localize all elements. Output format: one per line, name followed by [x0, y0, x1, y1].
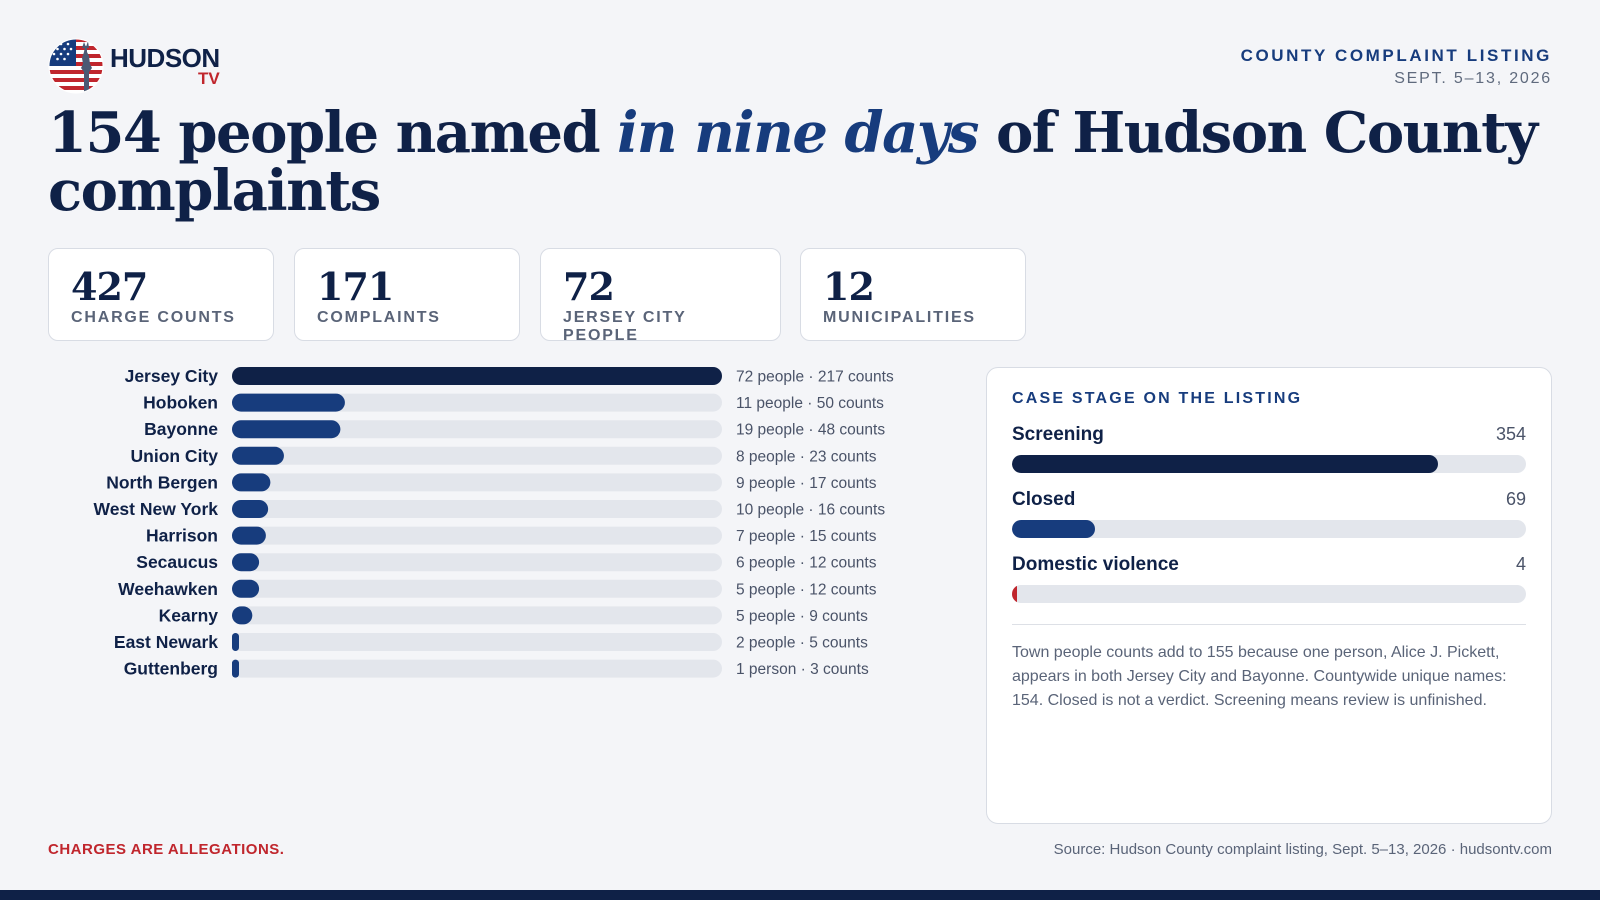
stage-label-domestic-violence: Domestic violence — [1012, 554, 1179, 575]
data-label-east-newark: 2 people · 5 counts — [736, 635, 868, 652]
bar-east-newark — [232, 633, 239, 651]
data-label-guttenberg: 1 person · 3 counts — [736, 661, 869, 678]
stat-card-municipalities: 12 MUNICIPALITIES — [800, 248, 1026, 341]
town-label-hoboken: Hoboken — [143, 393, 218, 413]
stage-domestic-violence: Domestic violence 4 — [1012, 554, 1526, 603]
data-label-kearny: 5 people · 9 counts — [736, 608, 868, 625]
bar-secaucus — [232, 553, 260, 572]
bar-hoboken — [232, 393, 345, 412]
stat-value: 12 — [823, 264, 875, 309]
case-stage-list: Screening 354 Closed 69 Domestic violence 4 — [1012, 424, 1526, 603]
bar-weehawken — [232, 579, 260, 598]
stage-track-screening — [1012, 455, 1526, 473]
stat-value: 72 — [563, 264, 615, 309]
town-label-union-city: Union City — [131, 446, 219, 466]
data-label-bayonne: 19 people · 48 counts — [736, 422, 885, 439]
bar-track-west-new-york — [232, 500, 722, 518]
bar-track-kearny — [232, 606, 722, 625]
header-meta: COUNTY COMPLAINT LISTING SEPT. 5–13, 202… — [1241, 46, 1552, 88]
stage-label-screening: Screening — [1012, 424, 1104, 445]
stat-label: MUNICIPALITIES — [823, 309, 976, 326]
stage-label-closed: Closed — [1012, 489, 1076, 510]
bar-track-weehawken — [232, 579, 722, 598]
town-label-west-new-york: West New York — [94, 499, 219, 519]
stat-label: CHARGE COUNTS — [71, 309, 236, 326]
bar-track-secaucus — [232, 553, 722, 572]
brand-name: HUDSON — [110, 43, 220, 73]
municipality-bar-chart: Jersey City 72 people · 217 counts Hoboken… — [94, 366, 894, 679]
stage-bar-closed — [1012, 520, 1096, 538]
bar-track-bayonne — [232, 420, 722, 439]
data-label-north-bergen: 9 people · 17 counts — [736, 475, 877, 492]
stage-track-domestic-violence — [1012, 585, 1526, 603]
town-label-jersey-city: Jersey City — [125, 366, 219, 386]
data-label-jersey-city: 72 people · 217 counts — [736, 369, 894, 386]
bar-track-harrison — [232, 526, 722, 545]
source-line: Source: Hudson County complaint listing,… — [1053, 841, 1552, 858]
brand-logo[interactable]: HUDSON TV — [48, 38, 220, 94]
stat-card-jersey-city-people: 72 JERSEY CITY PEOPLE — [540, 248, 781, 344]
bottom-bar — [0, 890, 1600, 900]
town-label-secaucus: Secaucus — [136, 552, 218, 572]
bar-harrison — [232, 526, 266, 545]
data-label-west-new-york: 10 people · 16 counts — [736, 502, 885, 519]
stage-value-domestic-violence: 4 — [1515, 554, 1526, 574]
data-label-weehawken: 5 people · 12 counts — [736, 581, 877, 598]
bar-track-union-city — [232, 446, 722, 465]
allegations-disclaimer: CHARGES ARE ALLEGATIONS. — [48, 841, 285, 858]
town-label-kearny: Kearny — [159, 605, 219, 625]
bar-jersey-city — [232, 367, 722, 385]
town-label-harrison: Harrison — [146, 526, 218, 546]
bar-union-city — [232, 446, 284, 465]
flag-liberty-icon — [48, 38, 104, 94]
case-stage-panel: CASE STAGE ON THE LISTING Screening 354 Cl… — [986, 367, 1552, 824]
bar-north-bergen — [232, 473, 271, 492]
data-label-secaucus: 6 people · 12 counts — [736, 555, 877, 572]
stat-card-complaints: 171 COMPLAINTS — [294, 248, 520, 341]
town-label-weehawken: Weehawken — [118, 579, 218, 599]
panel-title: CASE STAGE ON THE LISTING — [1012, 390, 1303, 407]
bar-track-guttenberg — [232, 659, 722, 678]
bar-track-east-newark — [232, 633, 722, 651]
town-label-east-newark: East Newark — [114, 632, 218, 652]
bar-guttenberg — [232, 659, 239, 678]
bar-kearny — [232, 606, 253, 625]
panel-divider — [1012, 624, 1526, 625]
stage-value-screening: 354 — [1495, 424, 1526, 444]
stage-closed: Closed 69 — [1012, 489, 1526, 538]
data-label-hoboken: 11 people · 50 counts — [736, 395, 884, 412]
panel-note: Town people counts add to 155 because on… — [1012, 644, 1507, 709]
title-part-2: of Hudson County complaints — [48, 100, 1538, 224]
stat-value: 171 — [317, 264, 394, 309]
title-part-1: 154 people named — [48, 100, 618, 166]
page-title: 154 people named in nine days of Hudson … — [48, 104, 1548, 220]
stage-track-closed — [1012, 520, 1526, 538]
town-label-bayonne: Bayonne — [144, 419, 218, 439]
stat-card-charge-counts: 427 CHARGE COUNTS — [48, 248, 274, 341]
stat-label: COMPLAINTS — [317, 309, 441, 326]
header-dates: SEPT. 5–13, 2026 — [1394, 70, 1552, 87]
bar-track-hoboken — [232, 393, 722, 412]
town-label-north-bergen: North Bergen — [106, 472, 218, 492]
bar-bayonne — [232, 420, 341, 439]
data-label-harrison: 7 people · 15 counts — [736, 528, 877, 545]
title-emphasis: in nine days — [617, 100, 979, 166]
data-label-union-city: 8 people · 23 counts — [736, 448, 877, 465]
bar-west-new-york — [232, 500, 269, 518]
stage-bar-domestic-violence — [1012, 585, 1017, 603]
brand-sub: TV — [197, 69, 220, 88]
stat-value: 427 — [71, 264, 148, 309]
stage-value-closed: 69 — [1505, 489, 1526, 509]
stage-screening: Screening 354 — [1012, 424, 1526, 473]
stage-bar-screening — [1012, 455, 1439, 473]
stat-label: JERSEY CITY PEOPLE — [563, 309, 687, 344]
header-kicker: COUNTY COMPLAINT LISTING — [1240, 46, 1552, 65]
bar-track-north-bergen — [232, 473, 722, 492]
town-label-guttenberg: Guttenberg — [124, 659, 218, 679]
